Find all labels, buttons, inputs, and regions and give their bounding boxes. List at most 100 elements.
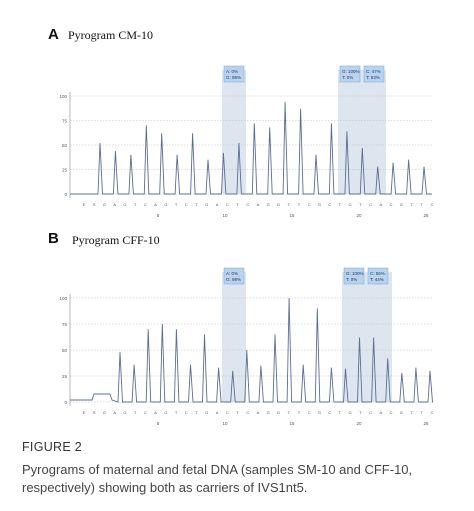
base-label: C xyxy=(226,202,229,207)
base-label: G xyxy=(349,202,352,207)
base-label: G xyxy=(103,202,106,207)
highlight-region xyxy=(222,272,246,402)
y-tick-label: 50 xyxy=(62,348,68,353)
highlight-label: G: 98% xyxy=(226,277,241,282)
panel-a-letter: A xyxy=(48,26,59,43)
base-label: S xyxy=(93,410,96,415)
highlight-label-box xyxy=(223,65,245,83)
y-tick-label: 100 xyxy=(59,296,67,301)
base-label: G xyxy=(103,410,106,415)
y-tick-label: 0 xyxy=(64,400,67,405)
highlight-label-box xyxy=(223,267,245,285)
base-label: G xyxy=(123,410,126,415)
base-label: T xyxy=(195,202,198,207)
position-tick-label: 25 xyxy=(423,421,429,426)
base-label: A xyxy=(379,202,382,207)
position-tick-label: 5 xyxy=(157,421,160,426)
base-label: T xyxy=(175,202,178,207)
pyrogram-a: A: 0%G: 99%G: 100%T: 0%C: 47%T: 53%10075… xyxy=(59,65,434,218)
base-label: C xyxy=(185,410,188,415)
panel-a-title: Pyrogram CM-10 xyxy=(68,28,153,42)
base-label: C xyxy=(369,410,372,415)
base-label: G xyxy=(400,410,403,415)
base-label: C xyxy=(144,410,147,415)
base-label: T xyxy=(134,202,137,207)
base-label: C xyxy=(308,202,311,207)
base-label: T xyxy=(359,202,362,207)
panel-b-letter: B xyxy=(48,230,59,247)
base-label: G xyxy=(267,202,270,207)
base-label: A xyxy=(154,202,157,207)
highlight-label: T: 0% xyxy=(346,277,357,282)
position-tick-label: 20 xyxy=(356,421,362,426)
highlight-label: T: 44% xyxy=(370,277,384,282)
base-label: T xyxy=(339,202,342,207)
highlight-region xyxy=(366,272,392,402)
base-label: T xyxy=(134,410,137,415)
base-label: E xyxy=(83,202,86,207)
y-tick-label: 0 xyxy=(64,192,67,197)
base-label: G xyxy=(205,202,208,207)
highlight-label-box xyxy=(339,65,361,83)
base-label: T xyxy=(175,410,178,415)
base-label: G xyxy=(400,202,403,207)
highlight-region xyxy=(362,70,386,194)
panel-b-title: Pyrogram CFF-10 xyxy=(72,233,160,247)
pyrogram-trace xyxy=(70,101,432,195)
y-tick-label: 75 xyxy=(62,322,68,327)
base-label: C xyxy=(431,202,434,207)
highlight-label: G: 100% xyxy=(346,271,364,276)
base-label: C xyxy=(328,410,331,415)
base-label: E xyxy=(83,410,86,415)
figure-caption: Pyrograms of maternal and fetal DNA (sam… xyxy=(22,462,413,495)
base-label: T xyxy=(410,410,413,415)
base-label: A xyxy=(257,410,260,415)
highlight-region xyxy=(338,70,362,194)
pyrogram-trace xyxy=(70,297,433,403)
base-label: G xyxy=(267,410,270,415)
base-label: T xyxy=(287,202,290,207)
highlight-region xyxy=(222,70,246,194)
base-label: T xyxy=(359,410,362,415)
base-label: T xyxy=(195,410,198,415)
base-label: T xyxy=(298,202,301,207)
position-tick-label: 15 xyxy=(289,213,295,218)
highlight-label: C: 56% xyxy=(370,271,385,276)
base-label: C xyxy=(308,410,311,415)
base-label: C xyxy=(185,202,188,207)
base-label: T xyxy=(410,202,413,207)
base-label: G xyxy=(277,410,280,415)
base-label: C xyxy=(246,410,249,415)
base-label: G xyxy=(164,202,167,207)
base-label: A xyxy=(257,202,260,207)
base-label: T xyxy=(421,202,424,207)
base-label: C xyxy=(390,410,393,415)
base-label: A xyxy=(154,410,157,415)
base-label: C xyxy=(246,202,249,207)
highlight-label: T: 0% xyxy=(342,75,353,80)
base-label: C xyxy=(390,202,393,207)
highlight-label: G: 99% xyxy=(226,75,241,80)
base-label: A xyxy=(216,410,219,415)
base-label: C xyxy=(369,202,372,207)
base-label: T xyxy=(339,410,342,415)
base-label: G xyxy=(318,410,321,415)
y-tick-label: 50 xyxy=(62,143,68,148)
y-tick-label: 25 xyxy=(62,168,68,173)
y-tick-label: 25 xyxy=(62,374,68,379)
position-tick-label: 20 xyxy=(356,213,362,218)
base-label: G xyxy=(123,202,126,207)
highlight-label: T: 53% xyxy=(366,75,380,80)
highlight-region xyxy=(342,272,366,402)
base-label: C xyxy=(144,202,147,207)
base-label: C xyxy=(226,410,229,415)
figure-label: FIGURE 2 xyxy=(22,440,83,454)
base-label: G xyxy=(349,410,352,415)
position-tick-label: 15 xyxy=(289,421,295,426)
y-tick-label: 75 xyxy=(62,119,68,124)
base-label: C xyxy=(328,202,331,207)
position-tick-label: 5 xyxy=(157,213,160,218)
base-label: G xyxy=(318,202,321,207)
base-label: T xyxy=(298,410,301,415)
base-label: T xyxy=(421,410,424,415)
